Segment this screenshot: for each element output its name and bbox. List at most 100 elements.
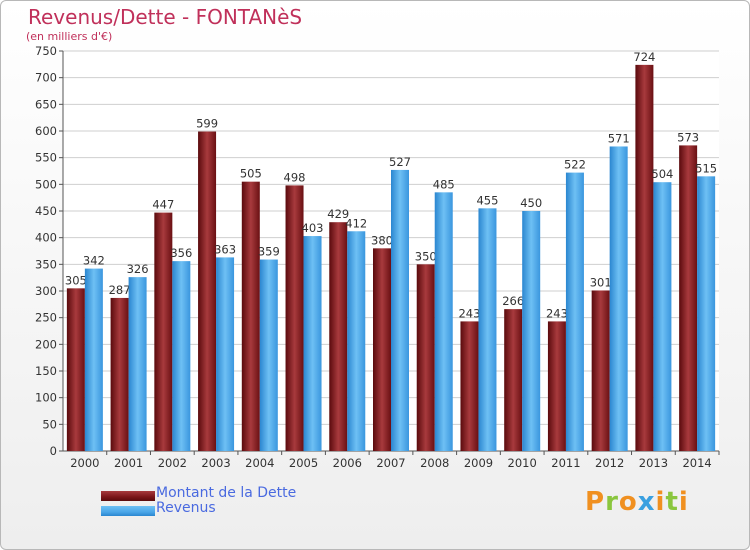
y-tick-label: 250 (35, 311, 57, 325)
x-tick-label: 2011 (551, 456, 580, 470)
x-tick-label: 2004 (245, 456, 274, 470)
y-tick-label: 200 (35, 337, 57, 351)
legend-label-revenue: Revenus (156, 500, 216, 516)
data-label-revenue: 450 (520, 196, 542, 210)
data-label-revenue: 527 (389, 155, 411, 169)
x-tick-label: 2009 (464, 456, 493, 470)
brand-logo: Proxiti (585, 487, 689, 517)
x-tick-label: 2000 (70, 456, 99, 470)
bar-revenue (259, 259, 278, 451)
bar-debt (110, 297, 129, 451)
bar-debt (198, 131, 217, 452)
bar-revenue (478, 208, 497, 451)
bar-debt (416, 264, 435, 451)
brand-letter: r (605, 487, 619, 517)
x-tick-label: 2013 (639, 456, 668, 470)
y-tick-label: 350 (35, 257, 57, 271)
data-label-revenue: 412 (345, 216, 367, 230)
legend-swatch-debt (101, 491, 155, 501)
x-tick-label: 2005 (289, 456, 318, 470)
data-label-debt: 266 (502, 294, 524, 308)
data-label-debt: 243 (546, 306, 568, 320)
data-label-debt: 447 (152, 198, 174, 212)
data-label-debt: 498 (284, 170, 306, 184)
bar-debt (547, 321, 566, 451)
bar-debt (591, 290, 610, 451)
data-label-debt: 573 (677, 130, 699, 144)
data-label-debt: 505 (240, 167, 262, 181)
data-label-revenue: 403 (302, 221, 324, 235)
bar-debt (373, 248, 391, 451)
bar-revenue (216, 257, 235, 451)
data-label-revenue: 356 (170, 246, 192, 260)
y-tick-label: 650 (35, 97, 57, 111)
x-tick-label: 2003 (201, 456, 230, 470)
y-tick-label: 700 (35, 71, 57, 85)
y-tick-label: 300 (35, 284, 57, 298)
data-label-revenue: 522 (564, 158, 586, 172)
chart-title: Revenus/Dette - FONTANèS (28, 5, 303, 29)
bar-revenue (128, 277, 147, 451)
bar-debt (241, 181, 260, 451)
y-tick-label: 550 (35, 151, 57, 165)
x-tick-label: 2007 (376, 456, 405, 470)
data-label-debt: 243 (458, 306, 480, 320)
data-label-revenue: 504 (651, 167, 673, 181)
data-label-debt: 429 (327, 207, 349, 221)
bar-debt (679, 145, 698, 451)
bar-revenue (609, 146, 628, 451)
data-label-revenue: 455 (476, 193, 498, 207)
bar-revenue (172, 261, 191, 451)
bar-debt (285, 185, 304, 451)
bar-revenue (653, 182, 672, 451)
data-label-revenue: 485 (433, 177, 455, 191)
data-label-debt: 724 (633, 50, 655, 64)
x-tick-label: 2006 (333, 456, 362, 470)
data-label-debt: 301 (590, 275, 612, 289)
y-tick-label: 50 (42, 417, 57, 431)
y-tick-label: 400 (35, 231, 57, 245)
bar-debt (460, 321, 479, 451)
bar-debt (504, 309, 523, 451)
x-tick-label: 2012 (595, 456, 624, 470)
brand-letter: i (655, 487, 666, 517)
legend-swatch-revenue (101, 506, 155, 516)
bar-debt (66, 288, 85, 451)
x-tick-label: 2002 (158, 456, 187, 470)
data-label-revenue: 515 (695, 161, 717, 175)
bar-revenue (347, 231, 366, 451)
brand-letter: x (637, 487, 656, 517)
data-label-debt: 350 (415, 249, 437, 263)
brand-letter: i (678, 487, 689, 517)
y-tick-label: 750 (35, 44, 57, 58)
y-tick-label: 0 (50, 444, 57, 458)
data-label-debt: 287 (109, 283, 131, 297)
bar-revenue (434, 192, 453, 452)
x-tick-label: 2014 (682, 456, 711, 470)
brand-letter: o (618, 487, 638, 517)
data-label-revenue: 342 (83, 254, 105, 268)
data-label-revenue: 326 (127, 262, 149, 276)
data-label-debt: 599 (196, 117, 218, 131)
y-tick-label: 100 (35, 391, 57, 405)
data-label-revenue: 359 (258, 245, 280, 259)
y-tick-label: 500 (35, 177, 57, 191)
data-label-revenue: 363 (214, 242, 236, 256)
bar-revenue (391, 169, 409, 451)
data-label-debt: 380 (371, 233, 393, 247)
x-tick-label: 2010 (508, 456, 537, 470)
bar-revenue (697, 176, 716, 452)
x-tick-label: 2008 (420, 456, 449, 470)
brand-letter: t (665, 487, 679, 517)
bar-revenue (565, 172, 584, 451)
bar-revenue (522, 211, 541, 451)
y-tick-label: 450 (35, 204, 57, 218)
bar-debt (635, 64, 654, 451)
chart-subtitle: (en milliers d'€) (26, 30, 113, 43)
legend-label-debt: Montant de la Dette (156, 485, 297, 501)
brand-letter: P (585, 487, 606, 517)
bar-revenue (84, 268, 103, 451)
bar-debt (154, 212, 173, 451)
